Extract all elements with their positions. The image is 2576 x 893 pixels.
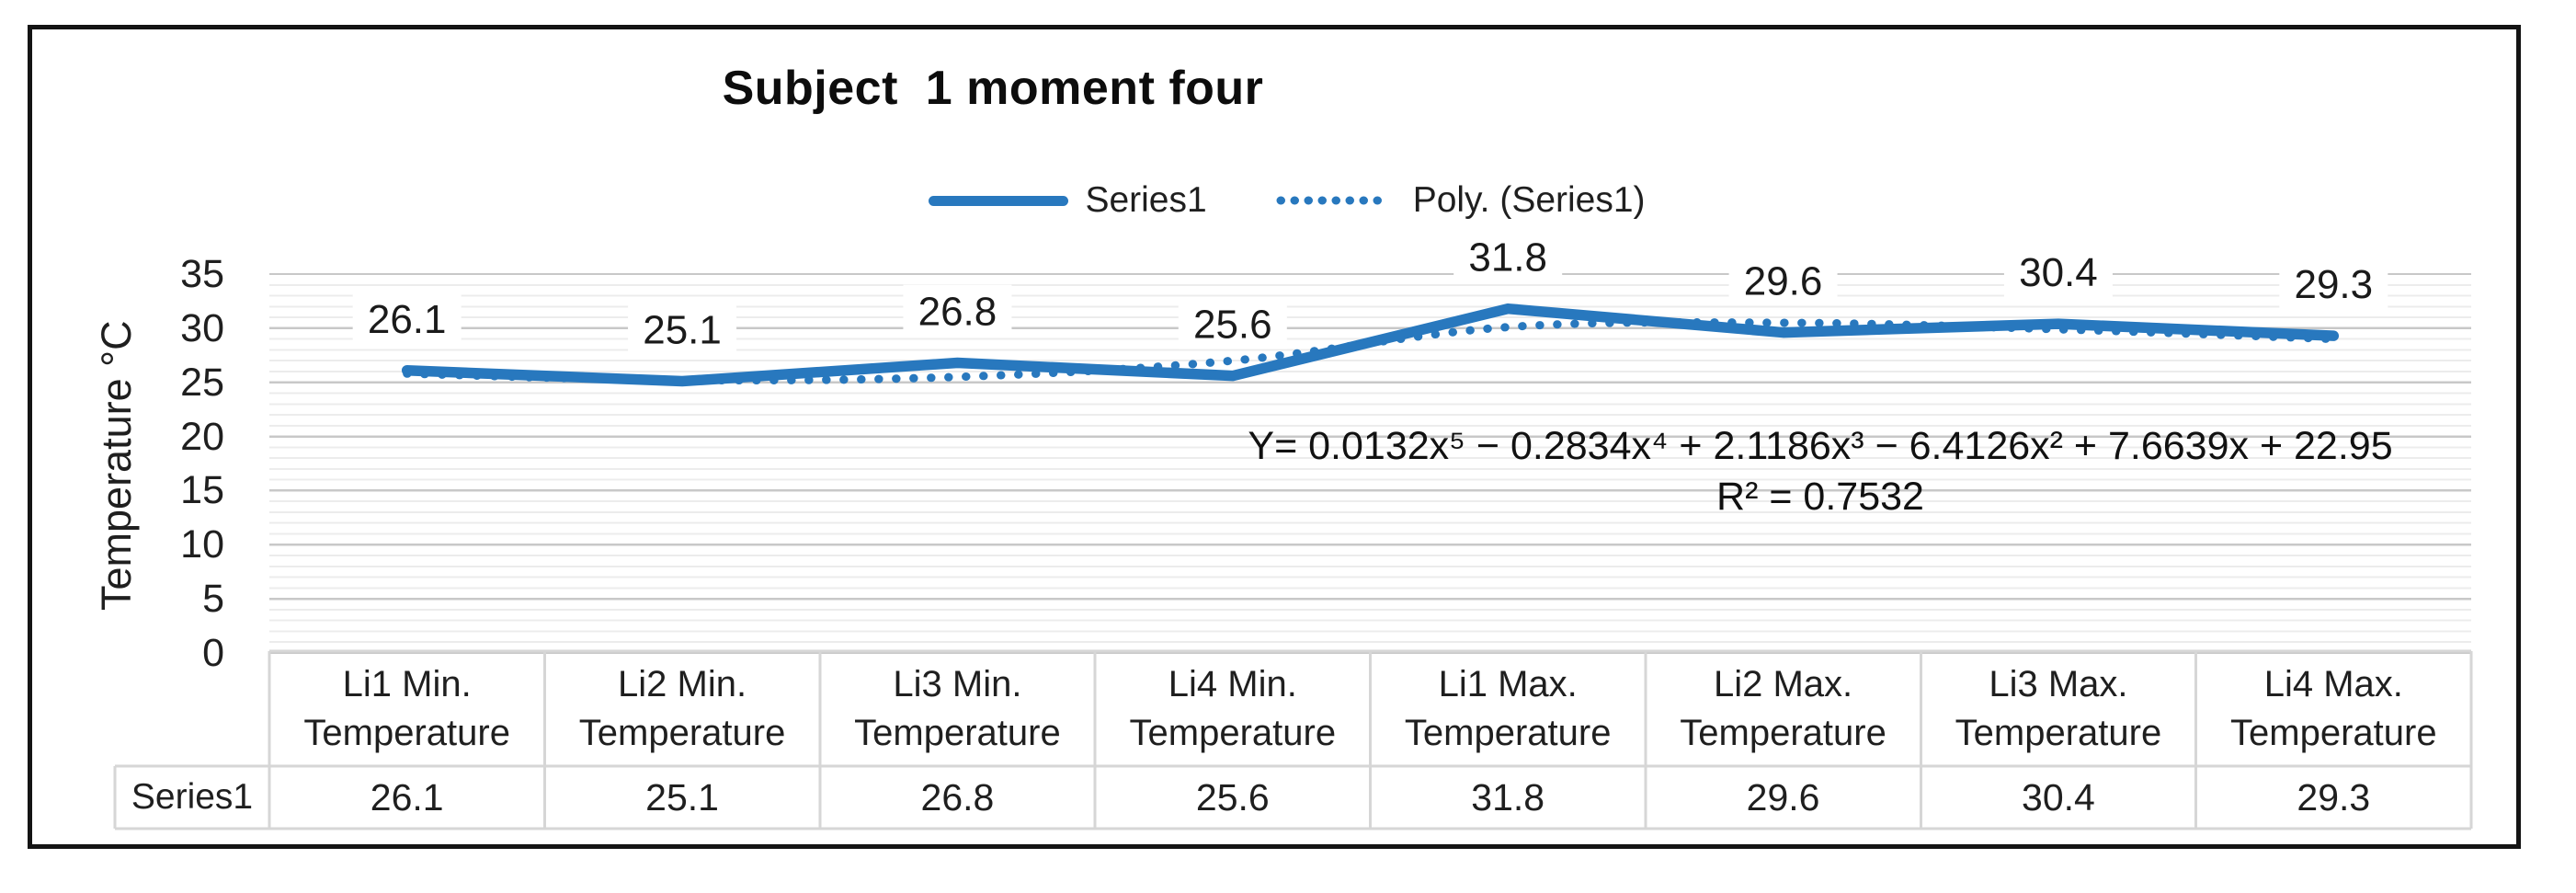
data-label: 29.3 <box>2294 262 2373 307</box>
data-label: 26.8 <box>918 290 997 335</box>
data-label-bg <box>1453 230 1563 282</box>
trendline-annotation: Y= 0.0132x⁵ − 0.2834x⁴ + 2.1186x³ − 6.41… <box>1177 421 2464 522</box>
table-value-cell: 30.4 <box>2022 775 2095 819</box>
data-label-bg <box>2003 246 2113 298</box>
trendline-equation: Y= 0.0132x⁵ − 0.2834x⁴ + 2.1186x³ − 6.41… <box>1248 424 2393 468</box>
table-category-header: Li1 Min. Temperature <box>303 663 510 753</box>
y-tick-label: 0 <box>202 631 224 675</box>
data-label: 26.1 <box>368 297 447 342</box>
data-label-bg <box>1178 297 1287 349</box>
data-label: 25.1 <box>643 308 722 353</box>
table-category-header: Li3 Min. Temperature <box>854 663 1061 753</box>
legend-label-series1: Series1 <box>1085 180 1207 220</box>
y-tick-label: 5 <box>202 577 224 622</box>
poly-trendline <box>403 317 2338 385</box>
data-label-bg <box>2279 258 2388 310</box>
y-tick-label: 30 <box>180 305 224 350</box>
table-category-header: Li4 Min. Temperature <box>1129 663 1337 753</box>
y-tick-label: 35 <box>180 252 224 296</box>
table-value-cell: 25.1 <box>645 775 719 819</box>
y-tick-label: 25 <box>180 360 224 405</box>
y-tick-label: 20 <box>180 414 224 459</box>
table-category-header: Li2 Max. Temperature <box>1680 663 1886 753</box>
poly-dotted-line-swatch-icon <box>1276 196 1396 205</box>
table-value-cell: 29.6 <box>1746 775 1820 819</box>
table-value-cell: 26.8 <box>920 775 995 819</box>
data-label-bg <box>903 284 1012 337</box>
data-label: 30.4 <box>2019 250 2098 295</box>
table-category-header: Li2 Min. Temperature <box>578 663 786 753</box>
y-tick-label: 10 <box>180 522 224 567</box>
table-value-cell: 29.3 <box>2297 775 2371 819</box>
table-category-header: Li4 Max. Temperature <box>2230 663 2437 753</box>
data-label-bg <box>1728 254 1838 306</box>
table-value-cell: 26.1 <box>370 775 444 819</box>
series1-solid-line-swatch-icon <box>929 195 1069 206</box>
trendline-r-squared: R² = 0.7532 <box>1716 475 1924 520</box>
chart-title: Subject 1 moment four <box>722 62 1264 115</box>
data-label: 31.8 <box>1468 235 1547 280</box>
data-label: 25.6 <box>1193 303 1272 348</box>
table-category-header: Li3 Max. Temperature <box>1955 663 2162 753</box>
legend-label-poly: Poly. (Series1) <box>1412 180 1646 220</box>
y-tick-label: 15 <box>180 468 224 513</box>
data-label-bg <box>628 303 737 355</box>
data-label-bg <box>352 292 462 344</box>
table-value-cell: 31.8 <box>1471 775 1545 819</box>
legend: Series1 Poly. (Series1) <box>644 178 1931 223</box>
table-row-header: Series1 <box>131 777 254 817</box>
legend-item-poly: Poly. (Series1) <box>1275 180 1646 221</box>
table-value-cell: 25.6 <box>1195 775 1270 819</box>
legend-item-series1: Series1 <box>929 180 1207 221</box>
table-category-header: Li1 Max. Temperature <box>1404 663 1612 753</box>
data-label: 29.6 <box>1744 259 1823 304</box>
